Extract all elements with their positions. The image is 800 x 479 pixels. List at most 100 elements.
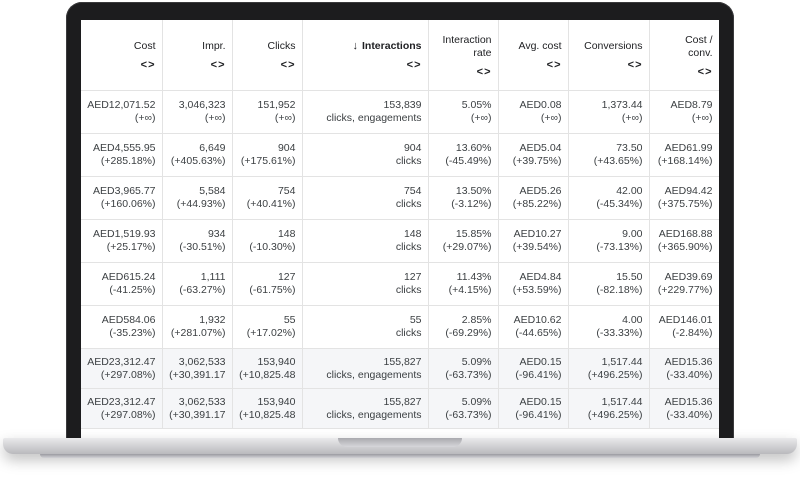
cell-clicks: 754 (+40.41%) (232, 176, 303, 220)
sort-toggle-icon[interactable]: <> (140, 59, 156, 71)
cell-impressions: 934 (-30.51%) (162, 219, 233, 263)
cell-value: 55 (409, 314, 422, 326)
cell-change: (+4.15%) (448, 284, 492, 296)
cell-cost: AED4,555.95 (+285.18%) (81, 133, 163, 177)
cell-value: AED4,555.95 (93, 142, 156, 154)
cell-value: AED23,312.47 (87, 355, 156, 368)
cell-value: AED15.36 (664, 395, 713, 408)
cell-change: (+375.75%) (657, 198, 713, 210)
cell-clicks: 55 (+17.02%) (232, 305, 303, 349)
cell-value: 15.50 (616, 271, 643, 283)
cell-value: 42.00 (616, 185, 643, 197)
cell-change: (+10,825.48 (239, 368, 296, 381)
cell-conversions: 1,517.44 (+496.25%) (568, 388, 650, 429)
sort-toggle-icon[interactable]: <> (210, 59, 226, 71)
table-row: AED615.24 (-41.25%) 1,111 (-63.27%) 127 (-61.… (81, 262, 719, 306)
cell-change: (+405.63%) (170, 155, 226, 167)
laptop-screen: Cost <> Impr. <> Clicks <> ↓ Interactions… (81, 20, 719, 440)
column-header-clicks[interactable]: Clicks <> (232, 20, 303, 91)
column-header-interactions[interactable]: ↓ Interactions <> (302, 20, 429, 91)
sort-toggle-icon[interactable]: <> (627, 59, 643, 71)
sort-toggle-icon[interactable]: <> (697, 65, 713, 78)
cell-change: (+30,391.17 (169, 408, 226, 421)
cell-value: 73.50 (616, 142, 643, 154)
cell-cost-per-conv: AED61.99 (+168.14%) (649, 133, 719, 177)
cell-avg-cost: AED0.08 (+∞) (498, 90, 569, 134)
cell-change: (+29.07%) (442, 241, 492, 253)
cell-value: 6,649 (199, 142, 226, 154)
cell-value: 904 (277, 142, 296, 154)
cell-change: (+∞) (204, 112, 226, 124)
cell-change: (+30,391.17 (169, 368, 226, 381)
column-header-avg-cost[interactable]: Avg. cost <> (498, 20, 569, 91)
cell-change: (-10.30%) (249, 241, 296, 253)
cell-value: 15.85% (455, 228, 492, 240)
column-header-conversions[interactable]: Conversions <> (568, 20, 650, 91)
cell-change: clicks (395, 241, 422, 253)
metrics-table: Cost <> Impr. <> Clicks <> ↓ Interactions… (81, 20, 719, 429)
column-header-cost[interactable]: Cost <> (81, 20, 163, 91)
cell-interaction-rate: 5.09% (-63.73%) (428, 348, 499, 389)
cell-change: (+∞) (621, 112, 643, 124)
sort-toggle-icon[interactable]: <> (280, 59, 296, 71)
cell-change: (-45.34%) (596, 198, 643, 210)
cell-change: (+∞) (470, 112, 492, 124)
cell-change: (-45.49%) (445, 155, 492, 167)
laptop-base-bottom (40, 454, 760, 458)
sort-descending-icon: ↓ (352, 40, 358, 52)
cell-change: (-35.23%) (109, 327, 156, 339)
cell-change: (+39.54%) (512, 241, 562, 253)
cell-value: 4.00 (622, 314, 643, 326)
cell-avg-cost: AED5.26 (+85.22%) (498, 176, 569, 220)
cell-change: (+∞) (134, 112, 156, 124)
cell-impressions: 3,046,323 (+∞) (162, 90, 233, 134)
column-header-impressions[interactable]: Impr. <> (162, 20, 233, 91)
cell-interaction-rate: 13.60% (-45.49%) (428, 133, 499, 177)
cell-value: 3,062,533 (178, 395, 226, 408)
cell-clicks: 153,940 (+10,825.48 (232, 348, 303, 389)
cell-conversions: 15.50 (-82.18%) (568, 262, 650, 306)
cell-change: clicks (395, 155, 422, 167)
sort-toggle-icon[interactable]: <> (476, 65, 492, 78)
cell-change: (-2.84%) (672, 327, 713, 339)
cell-change: (+229.77%) (657, 284, 713, 296)
table-row: AED4,555.95 (+285.18%) 6,649 (+405.63%) 904(… (81, 133, 719, 177)
cell-value: 2.85% (461, 314, 492, 326)
cell-value: 754 (277, 185, 296, 197)
cell-value: AED10.62 (513, 314, 562, 326)
cell-avg-cost: AED0.15 (-96.41%) (498, 388, 569, 429)
cell-change: (+365.90%) (657, 241, 713, 253)
sort-toggle-icon[interactable]: <> (406, 59, 422, 71)
cell-value: 155,827 (383, 395, 422, 408)
cell-interactions: 148 clicks (302, 219, 429, 263)
cell-change: (-82.18%) (596, 284, 643, 296)
cell-value: 3,062,533 (178, 355, 226, 368)
cell-value: 1,932 (199, 314, 226, 326)
cell-interactions: 55 clicks (302, 305, 429, 349)
cell-value: 127 (277, 271, 296, 283)
cell-clicks: 904 (+175.61%) (232, 133, 303, 177)
sort-toggle-icon[interactable]: <> (546, 59, 562, 71)
cell-value: 13.50% (455, 185, 492, 197)
cell-value: 151,952 (257, 99, 296, 111)
cell-value: 127 (403, 271, 422, 283)
cell-avg-cost: AED10.62 (-44.65%) (498, 305, 569, 349)
cell-value: 5,584 (199, 185, 226, 197)
cell-value: 13.60% (455, 142, 492, 154)
table-row: AED12,071.52 (+∞) 3,046,323 (+∞) 151,952 (+∞)… (81, 90, 719, 134)
cell-change: (-63.73%) (445, 408, 492, 421)
cell-change: (+44.93%) (176, 198, 226, 210)
cell-conversions: 73.50 (+43.65%) (568, 133, 650, 177)
cell-value: 5.05% (461, 99, 492, 111)
column-header-cost-per-conv[interactable]: Cost / conv. <> (649, 20, 719, 91)
cell-value: AED10.27 (513, 228, 562, 240)
cell-cost-per-conv: AED15.36 (-33.40%) (649, 348, 719, 389)
cell-value: 934 (207, 228, 226, 240)
column-header-interaction-rate[interactable]: Interaction rate <> (428, 20, 499, 91)
cell-change: (+496.25%) (587, 408, 643, 421)
table-row: AED584.06 (-35.23%) 1,932 (+281.07%) 55 (+17.… (81, 305, 719, 349)
cell-value: AED0.15 (519, 355, 562, 368)
cell-value: 11.43% (456, 271, 492, 283)
cell-cost-per-conv: AED168.88 (+365.90%) (649, 219, 719, 263)
cell-impressions: 6,649 (+405.63%) (162, 133, 233, 177)
